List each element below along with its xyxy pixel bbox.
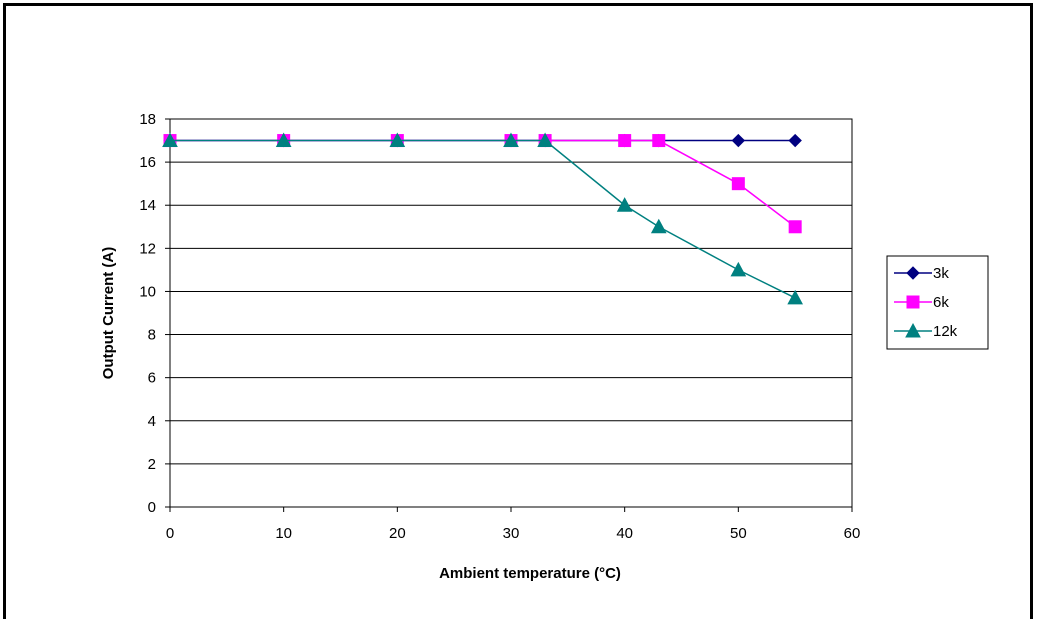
y-tick-label: 14 [139, 197, 156, 214]
y-axis: 0 2 4 6 8 10 12 14 16 18 [139, 111, 170, 516]
chart-frame [3, 3, 1033, 619]
y-tick-label: 12 [139, 240, 156, 257]
data-point [503, 132, 519, 148]
series-layer [162, 132, 804, 305]
y-tick-label: 4 [148, 413, 156, 430]
legend-item-3k: 3k [894, 265, 949, 282]
y-tick-label: 0 [148, 499, 156, 516]
legend-marker [906, 266, 920, 280]
x-tick-label: 30 [503, 525, 520, 542]
x-tick-label: 50 [730, 525, 747, 542]
legend-marker [906, 295, 920, 309]
y-tick-label: 18 [139, 111, 156, 128]
series-line [170, 139, 796, 228]
y-tick-label: 8 [148, 327, 156, 344]
data-point [162, 132, 178, 148]
legend-item-6k: 6k [894, 294, 949, 311]
data-point [788, 133, 802, 148]
data-point [650, 218, 667, 234]
y-tick-label: 6 [148, 370, 156, 387]
x-axis-title: Ambient temperature (°C) [439, 565, 621, 582]
data-point [616, 197, 633, 212]
legend: 3k 6k 12k [886, 255, 989, 350]
legend-marker [905, 322, 921, 338]
x-tick-label: 10 [275, 525, 292, 542]
y-axis-title: Output Current (A) [100, 247, 117, 379]
series-12k [162, 132, 804, 305]
data-point [652, 134, 666, 148]
legend-label: 12k [933, 323, 958, 340]
data-point [618, 134, 632, 148]
data-point [730, 261, 747, 277]
x-tick-label: 0 [166, 525, 174, 542]
legend-item-12k: 12k [894, 322, 958, 340]
series-6k [163, 134, 802, 234]
legend-label: 6k [933, 294, 949, 311]
data-point [275, 132, 292, 148]
data-point [389, 132, 406, 148]
y-tick-label: 2 [148, 456, 156, 473]
x-axis: 0 10 20 30 40 50 60 [166, 507, 861, 542]
data-point [731, 133, 746, 148]
data-point [731, 177, 745, 191]
data-point [787, 289, 804, 305]
grid-lines [170, 118, 852, 508]
x-tick-label: 60 [844, 525, 861, 542]
x-tick-label: 20 [389, 525, 406, 542]
y-tick-label: 16 [139, 154, 156, 171]
x-tick-label: 40 [616, 525, 633, 542]
plot-area [169, 118, 853, 508]
data-point [537, 132, 553, 148]
legend-label: 3k [933, 265, 949, 282]
y-tick-label: 10 [139, 283, 156, 300]
data-point [788, 220, 802, 234]
